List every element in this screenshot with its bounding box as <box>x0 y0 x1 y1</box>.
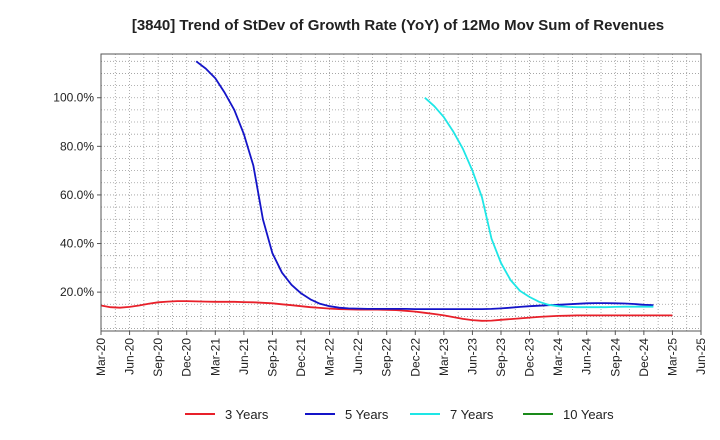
x-axis: Mar-20 Jun-20 Sep-20 Dec-20 Mar-21 Jun-21 Sep-… <box>94 331 708 377</box>
y-tick-label: 40.0% <box>60 237 94 251</box>
x-tick-label: Jun-24 <box>580 338 594 375</box>
series-layer <box>100 60 673 322</box>
y-tick-label: 80.0% <box>60 139 94 153</box>
y-tick-label: 20.0% <box>60 285 94 299</box>
y-tick-label: 60.0% <box>60 188 94 202</box>
x-tick-label: Mar-25 <box>665 338 679 376</box>
grid <box>100 54 702 331</box>
x-tick-label: Dec-20 <box>180 338 194 377</box>
series-line-7-years <box>424 97 654 309</box>
plot-frame <box>100 53 702 332</box>
x-tick-label: Jun-25 <box>694 338 708 375</box>
legend-label: 5 Years <box>345 407 389 422</box>
x-tick-label: Jun-22 <box>351 338 365 375</box>
chart-title: [3840] Trend of StDev of Growth Rate (Yo… <box>132 17 664 34</box>
y-axis: 20.0% 40.0% 60.0% 80.0% 100.0% <box>53 91 101 299</box>
legend-label: 3 Years <box>225 407 269 422</box>
x-tick-label: Dec-22 <box>408 338 422 377</box>
legend-label: 7 Years <box>450 407 494 422</box>
x-tick-label: Sep-21 <box>265 338 279 377</box>
series-line-5-years <box>195 60 654 311</box>
x-tick-label: Mar-20 <box>94 338 108 376</box>
x-tick-label: Sep-20 <box>151 338 165 377</box>
x-tick-label: Dec-21 <box>294 338 308 377</box>
x-tick-label: Sep-23 <box>494 338 508 377</box>
x-tick-label: Mar-21 <box>208 338 222 376</box>
x-tick-label: Mar-23 <box>437 338 451 376</box>
legend-label: 10 Years <box>563 407 614 422</box>
x-tick-label: Jun-20 <box>123 338 137 375</box>
x-tick-label: Mar-24 <box>551 338 565 376</box>
y-tick-label: 100.0% <box>53 91 94 105</box>
x-tick-label: Sep-22 <box>380 338 394 377</box>
legend: 3 Years 5 Years 7 Years 10 Years <box>185 407 614 422</box>
series-line-3-years <box>100 300 673 322</box>
x-tick-label: Dec-24 <box>637 338 651 377</box>
x-tick-label: Jun-23 <box>465 338 479 375</box>
x-tick-label: Mar-22 <box>323 338 337 376</box>
x-tick-label: Dec-23 <box>523 338 537 377</box>
x-tick-label: Sep-24 <box>608 338 622 377</box>
x-tick-label: Jun-21 <box>237 338 251 375</box>
